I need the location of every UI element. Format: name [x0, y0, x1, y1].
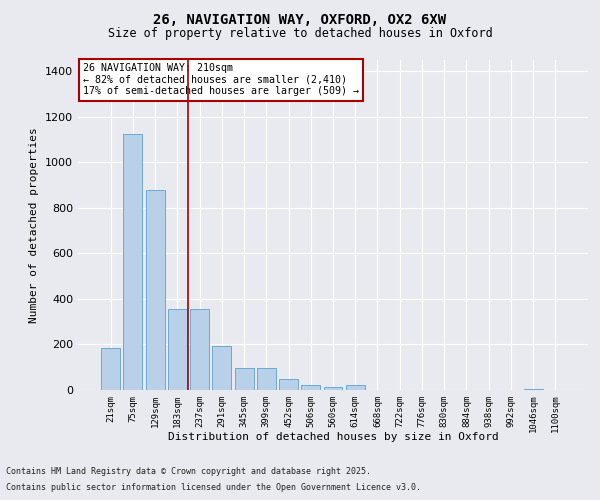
Text: Distribution of detached houses by size in Oxford: Distribution of detached houses by size …	[167, 432, 499, 442]
Y-axis label: Number of detached properties: Number of detached properties	[29, 127, 40, 323]
Bar	[212, 346, 231, 390]
Bar	[190, 309, 209, 390]
Bar	[346, 386, 365, 390]
Bar	[235, 368, 254, 390]
Bar	[101, 348, 120, 390]
Bar	[146, 190, 164, 390]
Text: 26, NAVIGATION WAY, OXFORD, OX2 6XW: 26, NAVIGATION WAY, OXFORD, OX2 6XW	[154, 12, 446, 26]
Text: Contains public sector information licensed under the Open Government Licence v3: Contains public sector information licen…	[6, 482, 421, 492]
Text: Contains HM Land Registry data © Crown copyright and database right 2025.: Contains HM Land Registry data © Crown c…	[6, 468, 371, 476]
Bar	[279, 379, 298, 390]
Bar	[124, 134, 142, 390]
Text: Size of property relative to detached houses in Oxford: Size of property relative to detached ho…	[107, 28, 493, 40]
Bar	[524, 389, 542, 390]
Bar	[257, 368, 276, 390]
Bar	[301, 386, 320, 390]
Bar	[168, 309, 187, 390]
Text: 26 NAVIGATION WAY: 210sqm
← 82% of detached houses are smaller (2,410)
17% of se: 26 NAVIGATION WAY: 210sqm ← 82% of detac…	[83, 64, 359, 96]
Bar	[323, 388, 343, 390]
